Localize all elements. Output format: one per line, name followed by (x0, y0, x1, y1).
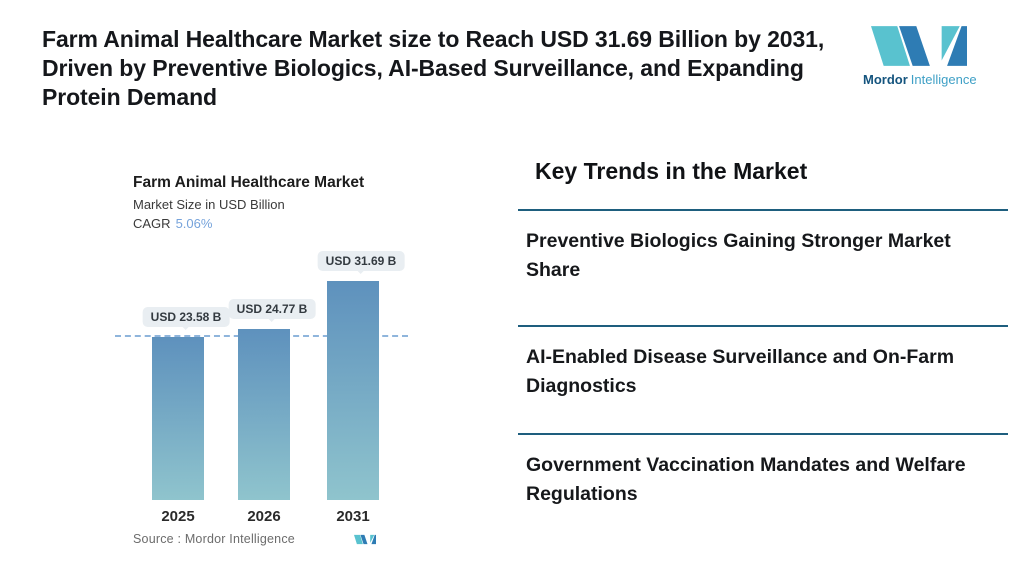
mordor-logo-icon (871, 26, 967, 66)
page-title: Farm Animal Healthcare Market size to Re… (42, 26, 825, 111)
bar-2025 (152, 336, 204, 500)
trend-item: Preventive Biologics Gaining Stronger Ma… (518, 209, 1008, 325)
value-label-2031: USD 31.69 B (317, 250, 405, 271)
trend-item-text: Government Vaccination Mandates and Welf… (526, 454, 966, 506)
brand-logo: Mordor Intelligence (863, 24, 993, 87)
bar-2031 (327, 280, 379, 500)
chart-title: Farm Animal Healthcare Market (133, 174, 365, 191)
x-axis-label-2025: 2025 (161, 508, 195, 525)
brand-name-bold: Mordor (863, 72, 908, 87)
x-axis-label-2031: 2031 (336, 508, 370, 525)
cagr-label: CAGR (133, 216, 171, 231)
trend-item: Government Vaccination Mandates and Welf… (518, 433, 1008, 553)
brand-name: Mordor Intelligence (863, 72, 993, 87)
trend-item-text: Preventive Biologics Gaining Stronger Ma… (526, 230, 951, 282)
chart-cagr: CAGR 5.06% (133, 216, 212, 231)
chart-subtitle: Market Size in USD Billion (133, 197, 285, 212)
source-attribution: Source : Mordor Intelligence (133, 532, 295, 546)
trend-item: AI-Enabled Disease Surveillance and On-F… (518, 325, 1008, 433)
cagr-value: 5.06% (175, 216, 213, 231)
brand-name-light: Intelligence (910, 72, 977, 87)
key-trends-heading: Key Trends in the Market (535, 158, 808, 184)
key-trends-panel: Key Trends in the Market Preventive Biol… (518, 152, 1008, 553)
mordor-logo-mini-icon (354, 534, 376, 545)
trend-list: Preventive Biologics Gaining Stronger Ma… (518, 209, 1008, 553)
bar-2026 (238, 328, 290, 500)
value-label-2026: USD 24.77 B (228, 298, 316, 319)
bar-chart: USD 23.58 B 2025 USD 24.77 B 2026 USD 31.69 … (115, 250, 413, 525)
value-label-2025: USD 23.58 B (142, 306, 230, 327)
trend-item-text: AI-Enabled Disease Surveillance and On-F… (526, 346, 955, 398)
x-axis-label-2026: 2026 (247, 508, 281, 525)
